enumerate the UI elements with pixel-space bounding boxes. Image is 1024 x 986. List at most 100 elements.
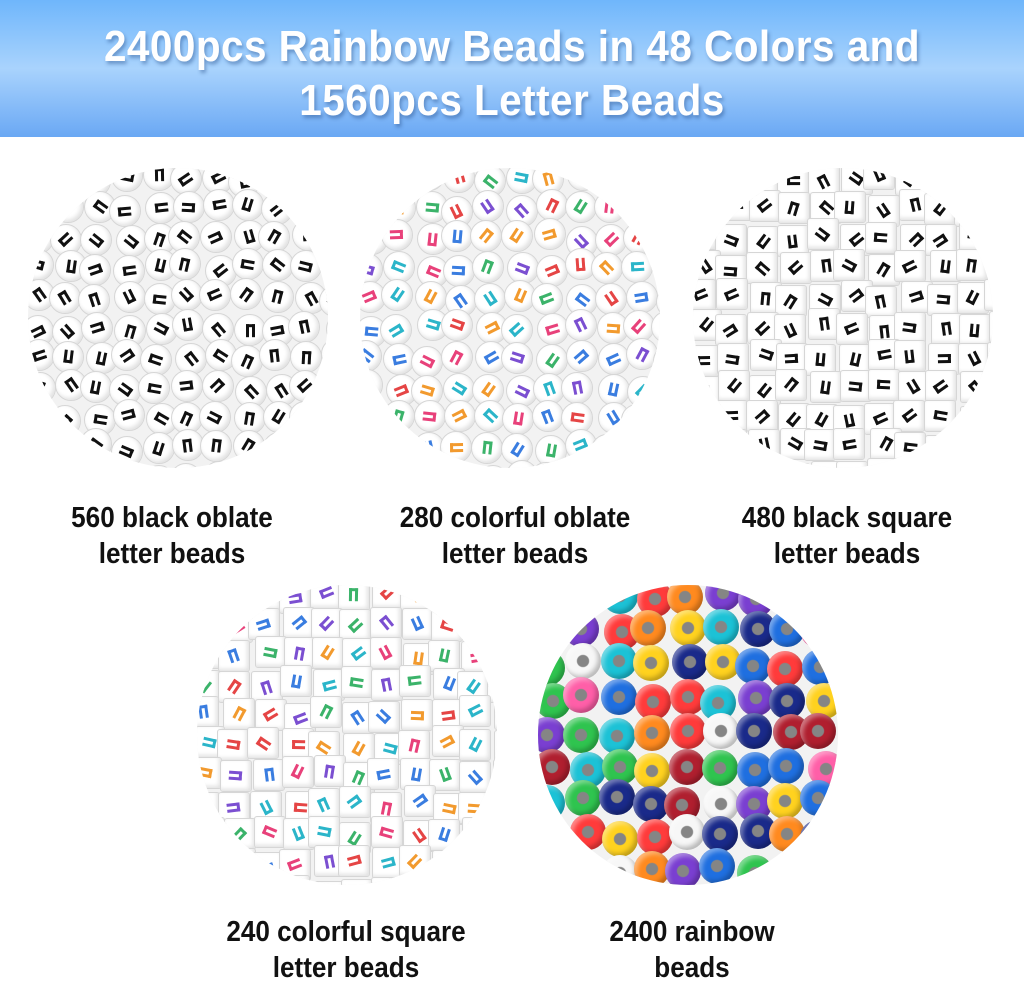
bead (472, 251, 504, 283)
bead-mark (845, 200, 855, 214)
bead-mark (574, 292, 590, 307)
bead-mark (879, 436, 893, 452)
bead-mark (182, 202, 196, 212)
bead (220, 760, 252, 792)
bead-mark (319, 616, 335, 632)
bead-mark (901, 408, 917, 423)
bead-mark (453, 169, 465, 184)
bead (602, 821, 638, 857)
bead (599, 718, 635, 754)
bead-mark (299, 320, 311, 335)
bead-mark (243, 384, 259, 400)
bead-mark (327, 294, 328, 309)
bead-mark (58, 232, 74, 248)
bead-mark (452, 229, 462, 243)
bead (339, 786, 371, 818)
bead-mark (940, 259, 951, 273)
bead-mark (755, 320, 771, 336)
bead (324, 405, 328, 437)
bead-mark (155, 258, 167, 273)
caption-line: 560 black oblate (71, 500, 273, 536)
bead-mark (442, 803, 457, 815)
bead (170, 463, 202, 468)
bead-mark (322, 679, 337, 691)
bead-mark (442, 591, 458, 606)
bead-mark (788, 260, 804, 276)
bead-mark (411, 616, 425, 632)
bead (622, 188, 654, 220)
bead-mark (479, 228, 494, 244)
bead (925, 370, 957, 402)
bead (339, 609, 371, 641)
bead-mark (256, 618, 271, 631)
bead (116, 225, 148, 257)
bead (836, 313, 868, 345)
bead (775, 285, 807, 317)
bead (621, 251, 653, 283)
bead-mark (318, 586, 334, 599)
bead (280, 665, 312, 697)
bead-mark (270, 257, 286, 272)
bead-mark (35, 202, 49, 213)
bead-mark (842, 439, 857, 450)
bead-mark (66, 259, 77, 273)
bead-mark (408, 587, 423, 603)
bead-mark (360, 263, 375, 275)
bead (400, 585, 432, 611)
bead (800, 713, 836, 749)
bead-mark (380, 585, 396, 601)
bead-mark (350, 677, 364, 688)
bead (440, 431, 472, 463)
bead (538, 848, 566, 884)
bead-mark (698, 258, 713, 274)
bead (254, 816, 286, 848)
bead-mark (483, 350, 499, 364)
bead (289, 370, 321, 402)
bead (810, 371, 842, 403)
bead-mark (274, 382, 289, 398)
bead-mark (449, 349, 463, 365)
bead-mark (364, 232, 380, 247)
bead-mark (87, 173, 102, 189)
bead (169, 248, 201, 280)
bead (318, 433, 328, 465)
bead-mark (92, 199, 108, 214)
bead-mark (544, 264, 560, 277)
bead (896, 464, 928, 468)
bead (924, 400, 956, 432)
bead-mark (849, 381, 863, 391)
bead (601, 643, 637, 679)
bead (471, 432, 503, 464)
bead (308, 816, 340, 848)
bead-mark (305, 199, 318, 215)
bead-mark (96, 351, 108, 366)
bead-mark (545, 443, 556, 458)
bead-mark (60, 324, 76, 340)
bead-mark (294, 803, 308, 813)
bead (232, 248, 264, 280)
bead-mark (90, 380, 101, 395)
bead (202, 370, 234, 402)
bead (338, 585, 370, 611)
bead-mark (362, 290, 378, 303)
bead-mark (423, 441, 435, 456)
bead-mark (292, 826, 305, 842)
bead-mark (350, 646, 366, 661)
bead-mark (693, 467, 709, 468)
bead (807, 218, 839, 250)
bead-mark (606, 323, 620, 333)
bead (534, 218, 566, 250)
bead (594, 191, 626, 223)
bead (489, 788, 497, 820)
bead-mark (542, 228, 557, 240)
bead (715, 314, 747, 346)
bead (383, 465, 415, 468)
bead-mark (246, 324, 255, 337)
bead-mark (876, 262, 891, 278)
bead (598, 343, 630, 375)
bead-mark (117, 382, 133, 397)
bead (338, 845, 370, 877)
bead-mark (360, 377, 375, 392)
bead-mark (298, 409, 312, 425)
bead (561, 458, 593, 468)
